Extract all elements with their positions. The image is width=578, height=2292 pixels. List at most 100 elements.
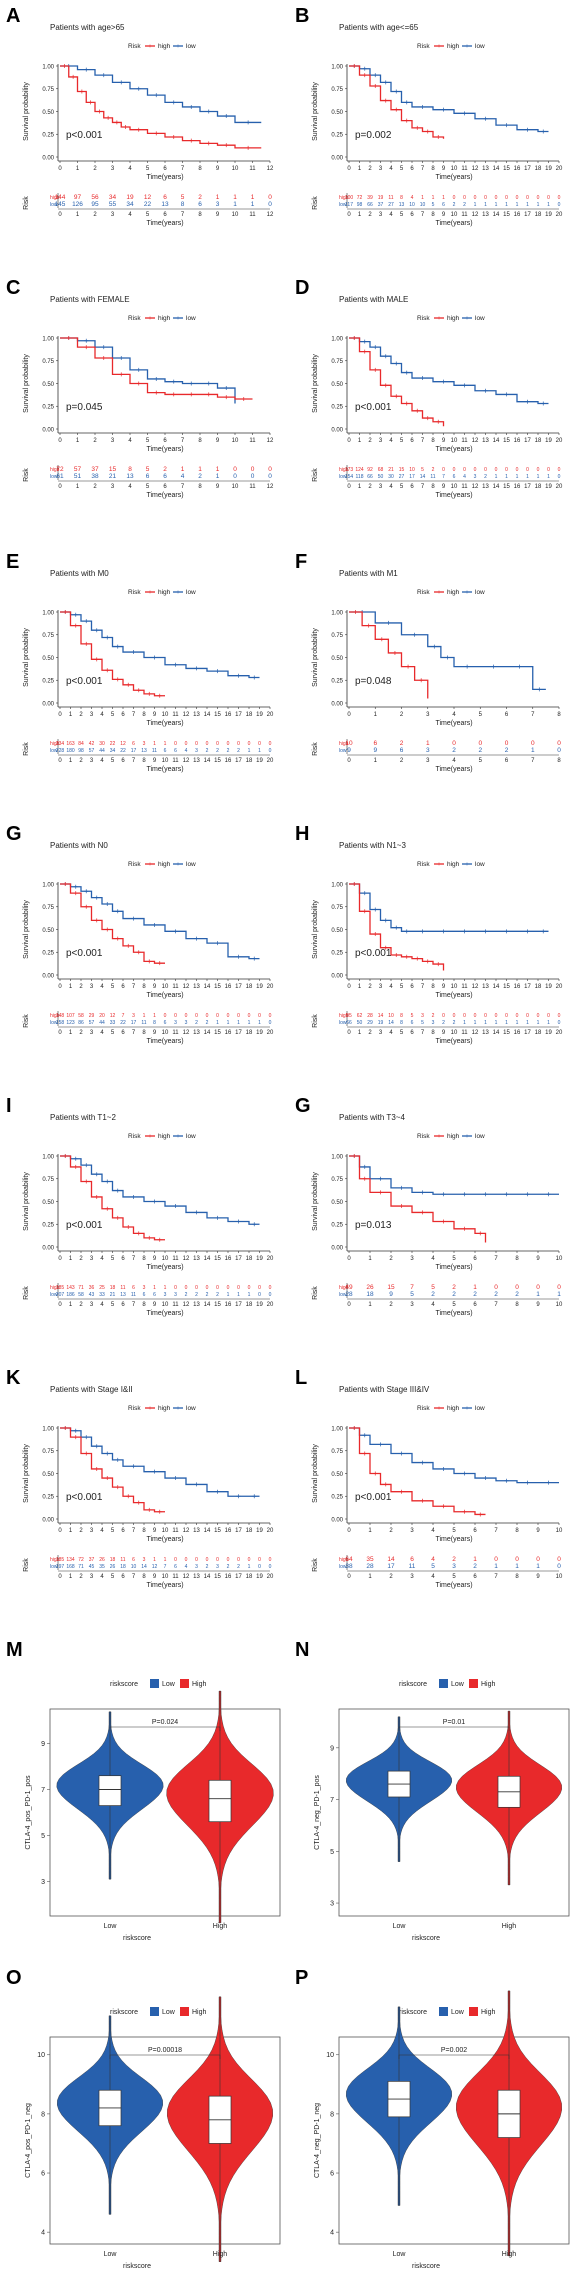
x-tick-label: 14 <box>204 1256 211 1262</box>
km-curve-low <box>60 1427 260 1497</box>
risk-count-high: 0 <box>536 1284 540 1291</box>
x-tick-label: 1 <box>69 1256 73 1262</box>
x-tick-label: 8 <box>142 1256 146 1262</box>
x-tick-label: 1 <box>358 984 362 990</box>
risk-count-high: 0 <box>547 1013 550 1019</box>
censor-mark-low <box>373 73 378 78</box>
censor-mark-low <box>236 1219 241 1224</box>
legend-high-label: High <box>481 1681 496 1688</box>
censor-mark-high <box>73 891 78 896</box>
x-tick-label: 10 <box>232 438 239 444</box>
panel-letter: O <box>6 1967 22 1989</box>
legend-high-swatch <box>469 2007 478 2016</box>
censor-mark-high <box>171 134 176 139</box>
risk-x-tick-label: 11 <box>172 1302 179 1308</box>
risk-x-tick-label: 1 <box>368 1302 372 1308</box>
x-tick-label: 11 <box>172 1256 179 1262</box>
y-tick-label: 0.00 <box>42 1245 54 1251</box>
censor-mark-high <box>352 1426 357 1430</box>
risk-x-tick-label: 20 <box>267 1302 274 1308</box>
p-value: p=0.002 <box>355 130 392 141</box>
risk-count-high: 68 <box>378 467 384 473</box>
risk-count-low: 1 <box>227 1292 230 1298</box>
risk-count-low: 11 <box>409 1563 416 1570</box>
risk-x-tick-label: 9 <box>442 212 446 218</box>
censor-mark-low <box>131 650 136 655</box>
x-tick-label: 10 <box>556 1528 563 1534</box>
risk-count-low: 2 <box>227 748 230 754</box>
risk-count-high: 8 <box>400 1013 403 1019</box>
censor-mark-low <box>383 354 388 359</box>
censor-mark-high <box>378 1190 383 1195</box>
censor-mark-low <box>517 664 522 669</box>
risk-count-low: 0 <box>233 473 237 480</box>
panel-letter: N <box>295 1639 309 1661</box>
panel-letter: G <box>295 1095 311 1117</box>
risk-count-high: 2 <box>432 1013 435 1019</box>
legend-title: riskscore <box>399 1681 427 1688</box>
risk-x-tick-label: 9 <box>153 1030 157 1036</box>
x-axis-title: Time(years) <box>146 1264 183 1271</box>
censor-mark-high <box>105 1476 110 1481</box>
censor-mark-high <box>115 936 120 941</box>
y-axis-title: Survival probability <box>312 354 319 413</box>
risk-count-high: 0 <box>494 1284 498 1291</box>
x-tick-label: 11 <box>172 984 179 990</box>
risk-x-tick-label: 2 <box>79 1030 83 1036</box>
risk-x-tick-label: 10 <box>162 1030 169 1036</box>
risk-x-tick-label: 19 <box>545 1030 552 1036</box>
risk-count-low: 2 <box>206 1564 209 1570</box>
legend-high-label: high <box>158 43 171 50</box>
risk-count-low: 29 <box>367 1020 373 1026</box>
risk-x-tick-label: 14 <box>493 1030 500 1036</box>
censor-mark-low <box>194 1482 199 1487</box>
risk-count-low: 22 <box>120 1020 126 1026</box>
censor-mark-low <box>383 80 388 85</box>
censor-mark-high <box>189 138 194 143</box>
legend-title: riskscore <box>110 2009 138 2016</box>
risk-x-tick-label: 12 <box>267 212 274 218</box>
risk-x-tick-label: 12 <box>183 758 190 764</box>
risk-count-low: 0 <box>269 1020 272 1026</box>
x-tick-label: 13 <box>193 1528 200 1534</box>
risk-x-tick-label: 4 <box>431 1302 435 1308</box>
risk-x-tick-label: 1 <box>374 758 378 764</box>
risk-count-high: 22 <box>110 741 116 747</box>
x-tick-label: 16 <box>225 712 232 718</box>
censor-mark-low <box>189 381 194 386</box>
y-tick-label: 0.00 <box>331 427 343 433</box>
risk-row-low-label: low <box>339 748 347 754</box>
risk-count-low: 1 <box>474 1020 477 1026</box>
censor-mark-high <box>425 959 430 964</box>
censor-mark-low <box>462 1192 467 1197</box>
panel-title: Patients with M0 <box>50 569 109 578</box>
risk-count-high: 92 <box>367 467 373 473</box>
risk-row-low-label: low <box>339 1564 347 1570</box>
x-tick-label: 7 <box>132 1528 136 1534</box>
panel-title: Patients with age>65 <box>50 23 125 32</box>
risk-count-low: 44 <box>99 748 105 754</box>
km-curve-high <box>349 65 445 139</box>
panel-title: Patients with T1~2 <box>50 1113 116 1122</box>
risk-count-high: 1 <box>473 1556 477 1563</box>
risk-count-low: 35 <box>99 1564 105 1570</box>
y-tick-label: 4 <box>41 2230 45 2237</box>
y-tick-label: 0.75 <box>42 633 54 639</box>
censor-mark-low <box>154 376 159 381</box>
censor-mark-high <box>224 395 229 400</box>
risk-count-low: 44 <box>99 1020 105 1026</box>
censor-mark-high <box>362 73 367 78</box>
censor-mark-low <box>404 370 409 375</box>
legend-high-label: high <box>447 1133 460 1140</box>
censor-mark-high <box>147 691 152 696</box>
risk-count-high: 0 <box>557 740 561 747</box>
risk-count-high: 0 <box>531 740 535 747</box>
y-axis-title: Survival probability <box>23 1172 30 1231</box>
x-tick-label: 6 <box>505 712 509 718</box>
risk-count-low: 7 <box>442 474 445 480</box>
risk-count-high: 185 <box>56 1285 65 1291</box>
risk-count-high: 0 <box>216 1013 219 1019</box>
x-tick-label: 3 <box>379 438 383 444</box>
km-panel-c: C Patients with FEMALE Risk + high + low 0.00 0.… <box>6 277 274 499</box>
